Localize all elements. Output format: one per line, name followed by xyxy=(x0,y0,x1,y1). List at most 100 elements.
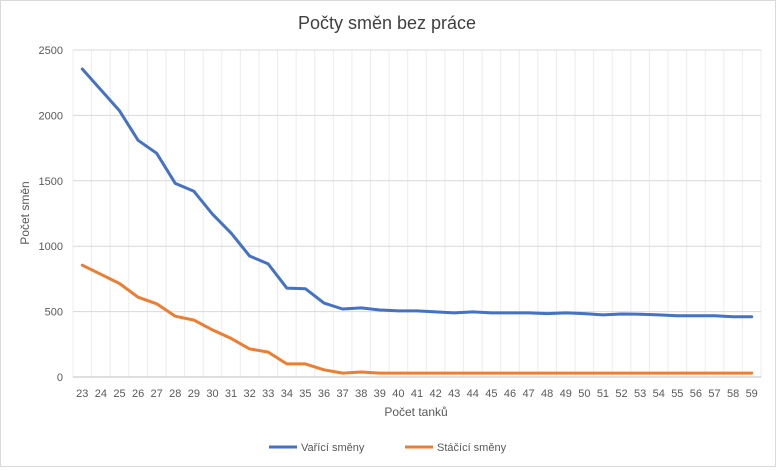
x-tick-label: 35 xyxy=(299,388,311,400)
x-tick-label: 29 xyxy=(188,388,200,400)
chart-title: Počty směn bez práce xyxy=(298,13,476,33)
series-line xyxy=(80,263,754,375)
x-tick-label: 28 xyxy=(169,388,181,400)
x-tick-label: 53 xyxy=(634,388,646,400)
data-point xyxy=(694,372,697,375)
x-tick-label: 43 xyxy=(448,388,460,400)
y-tick-label: 500 xyxy=(45,307,63,319)
data-point xyxy=(416,309,419,312)
data-point xyxy=(155,152,158,155)
x-tick-label: 59 xyxy=(746,388,758,400)
data-point xyxy=(527,372,530,375)
data-point xyxy=(118,109,121,112)
x-tick-label: 52 xyxy=(615,388,627,400)
data-point xyxy=(304,287,307,290)
data-point xyxy=(285,362,288,365)
x-tick-label: 45 xyxy=(485,388,497,400)
data-point xyxy=(453,372,456,375)
data-point xyxy=(211,328,214,331)
y-tick-label: 0 xyxy=(57,372,63,384)
data-point xyxy=(657,372,660,375)
legend-label: Stáčící směny xyxy=(437,442,507,454)
data-point xyxy=(323,302,326,305)
data-point xyxy=(378,309,381,312)
data-point xyxy=(230,337,233,340)
x-tick-label: 44 xyxy=(467,388,479,400)
x-tick-label: 24 xyxy=(95,388,107,400)
x-axis-title: Počet tanků xyxy=(384,405,447,419)
data-point xyxy=(713,372,716,375)
data-point xyxy=(174,315,177,318)
x-tick-label: 26 xyxy=(132,388,144,400)
data-point xyxy=(267,351,270,354)
x-tick-label: 42 xyxy=(429,388,441,400)
y-tick-label: 2000 xyxy=(39,110,63,122)
data-point xyxy=(192,190,195,193)
data-point xyxy=(508,372,511,375)
x-tick-label: 39 xyxy=(374,388,386,400)
data-point xyxy=(490,311,493,314)
data-point xyxy=(713,314,716,317)
data-point xyxy=(639,313,642,316)
data-point xyxy=(620,372,623,375)
data-point xyxy=(601,372,604,375)
data-point xyxy=(248,255,251,258)
x-tick-label: 47 xyxy=(522,388,534,400)
x-tick-label: 34 xyxy=(281,388,293,400)
x-tick-label: 32 xyxy=(244,388,256,400)
data-point xyxy=(118,282,121,285)
x-tick-label: 36 xyxy=(318,388,330,400)
x-tick-label: 37 xyxy=(336,388,348,400)
data-point xyxy=(192,319,195,322)
data-point xyxy=(360,371,363,374)
data-point xyxy=(397,372,400,375)
data-point xyxy=(341,307,344,310)
plot-series xyxy=(80,67,754,375)
data-point xyxy=(601,313,604,316)
data-point xyxy=(155,302,158,305)
data-point xyxy=(323,368,326,371)
x-tick-label: 41 xyxy=(411,388,423,400)
data-point xyxy=(639,372,642,375)
data-point xyxy=(471,310,474,313)
data-point xyxy=(397,309,400,312)
x-tick-label: 23 xyxy=(76,388,88,400)
data-point xyxy=(676,372,679,375)
y-axis-title: Počet směn xyxy=(18,181,32,244)
data-point xyxy=(341,372,344,375)
data-point xyxy=(546,372,549,375)
data-point xyxy=(657,313,660,316)
data-point xyxy=(81,264,84,267)
x-tick-label: 27 xyxy=(151,388,163,400)
data-point xyxy=(81,67,84,70)
data-point xyxy=(304,362,307,365)
data-point xyxy=(378,372,381,375)
x-tick-label: 31 xyxy=(225,388,237,400)
data-point xyxy=(267,262,270,265)
x-tick-label: 55 xyxy=(671,388,683,400)
data-point xyxy=(137,296,140,299)
data-point xyxy=(564,311,567,314)
gridlines xyxy=(72,49,762,377)
data-point xyxy=(230,232,233,235)
data-point xyxy=(750,372,753,375)
data-point xyxy=(732,315,735,318)
data-point xyxy=(732,372,735,375)
x-tick-label: 51 xyxy=(597,388,609,400)
data-point xyxy=(750,315,753,318)
x-tick-label: 50 xyxy=(578,388,590,400)
data-point xyxy=(527,311,530,314)
y-tick-label: 1500 xyxy=(39,176,63,188)
x-tick-label: 25 xyxy=(113,388,125,400)
legend: Vařící směny Stáčící směny xyxy=(269,442,507,454)
data-point xyxy=(490,372,493,375)
data-point xyxy=(453,311,456,314)
data-point xyxy=(564,372,567,375)
data-point xyxy=(211,213,214,216)
data-point xyxy=(137,139,140,142)
data-point xyxy=(434,372,437,375)
series-line xyxy=(80,67,754,319)
data-point xyxy=(416,372,419,375)
